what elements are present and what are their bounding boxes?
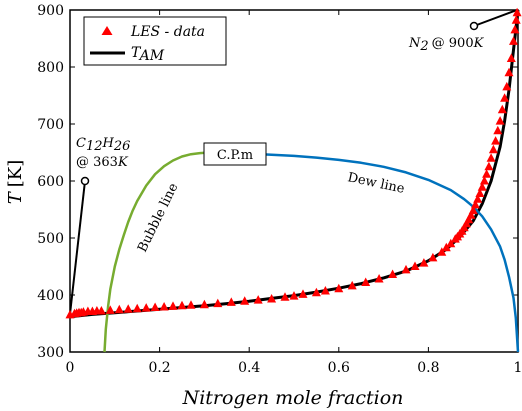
les-marker [441,242,451,252]
les-marker [428,252,438,262]
les-marker [168,301,178,310]
les-marker [150,302,160,311]
x-tick-label: 0.4 [238,360,260,376]
y-tick-label: 900 [37,3,64,19]
les-marker [504,67,514,77]
les-marker [495,116,505,125]
les-marker [491,136,501,145]
y-tick-label: 800 [37,60,64,76]
les-marker [484,161,494,171]
les-marker [298,289,308,298]
critical-point-label: C.P.m [217,148,253,163]
les-marker [482,169,492,178]
les-marker [267,294,277,303]
les-marker [280,292,290,301]
nitrogen-pointer-circle [469,21,479,31]
les-marker [511,15,521,24]
les-marker [289,291,299,300]
les-marker [419,258,429,267]
y-axis-label: T[K] [5,160,26,205]
les-marker [479,176,489,185]
les-marker [311,287,321,297]
legend-les-label: LES - data [130,24,205,40]
les-marker [473,194,483,203]
les-marker [361,277,371,286]
x-axis-label: Nitrogen mole fraction [182,387,404,409]
critical-point-annotation: C.P.m [203,142,267,166]
les-marker [470,199,480,209]
les-marker [199,299,209,309]
les-marker [105,305,115,314]
les-marker [477,182,487,191]
legend-les-marker [101,26,113,35]
nitrogen-annotation: N2 @ 900K [408,9,518,54]
les-marker [506,53,516,62]
les-marker [512,7,522,17]
dodecane-annotation: C12H26 @ 363K [69,136,130,315]
legend-tam-label: TAM [131,45,165,64]
nitrogen-pointer-line [473,9,518,27]
les-marker [114,304,124,314]
les-marker [374,274,384,283]
les-marker [320,286,330,295]
x-tick-label: 0.8 [417,360,439,376]
les-marker [347,280,357,290]
les-marker [446,238,456,248]
les-marker [159,302,169,311]
y-tick-label: 700 [37,117,64,133]
x-tick-label: 0.2 [148,360,170,376]
critical-point-box [203,142,267,166]
dodecane-formula: C12H26 [76,136,130,154]
les-marker [226,297,236,306]
dew-line-series [208,151,520,353]
bubble-line-series [103,151,209,353]
dew-line-label: Dew line [346,170,406,197]
les-marker [493,125,503,135]
les-marker [334,283,344,293]
dodecane-temp: @ 363K [76,155,129,170]
les-marker [240,296,250,305]
y-tick-label: 400 [37,288,64,304]
les-marker [141,303,151,312]
les-marker [253,295,263,304]
les-marker [486,153,496,162]
les-marker [466,210,476,219]
les-marker [502,81,512,91]
les-marker [186,300,196,309]
legend: LES - data TAM [83,16,227,66]
x-tick-label: 0.6 [328,360,350,376]
les-marker [488,144,498,154]
legend-box [83,16,227,66]
y-tick-label: 600 [37,174,64,190]
les-markers [65,7,522,319]
x-tick-label: 0 [66,360,75,376]
les-marker [475,188,485,197]
les-marker [497,104,507,114]
les-marker [509,36,518,45]
x-tick-label: 1 [514,360,522,376]
les-marker [213,298,223,308]
les-marker [510,24,520,34]
les-marker [388,269,398,278]
nitrogen-label: N2 @ 900K [408,36,485,54]
y-tick-label: 300 [37,345,64,361]
les-marker [132,303,142,313]
dodecane-pointer-line [69,180,86,315]
les-marker [437,247,447,256]
dodecane-pointer-circle [80,176,90,186]
axes: 0 0.2 0.4 0.6 0.8 1 300 400 500 600 700 800 900 [37,3,522,376]
les-marker [123,304,133,313]
y-tick-label: 500 [37,231,64,247]
les-marker [500,93,510,102]
les-marker [401,264,411,274]
les-marker [468,205,478,215]
les-marker [177,300,187,310]
les-marker [410,261,420,270]
les-marker [96,306,106,315]
les-marker [464,214,474,224]
